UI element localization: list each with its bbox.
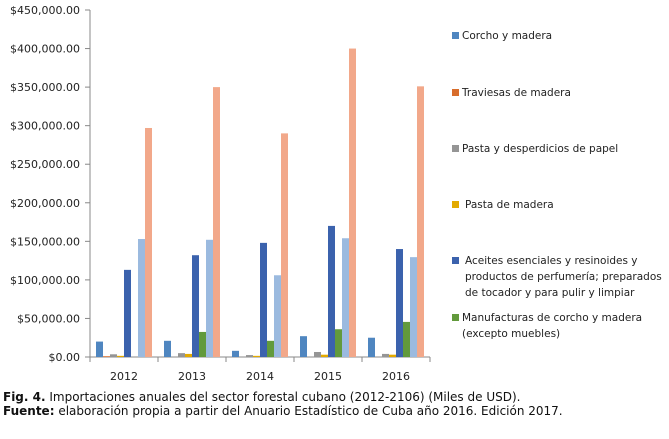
- x-tick-label: 2012: [110, 370, 138, 383]
- bar: [281, 133, 288, 357]
- bar: [300, 336, 307, 357]
- bar: [342, 238, 349, 357]
- legend-label: Aceites esenciales y resinoides y produc…: [465, 255, 662, 299]
- legend-swatch: [452, 145, 459, 152]
- y-tick-label: $150,000.00: [10, 235, 80, 248]
- y-tick-label: $300,000.00: [10, 120, 80, 133]
- legend-swatch: [452, 89, 459, 96]
- figure-caption: Fig. 4. Importaciones anuales del sector…: [3, 390, 663, 418]
- y-tick-label: $0.00: [49, 351, 81, 364]
- bar: [253, 355, 260, 357]
- legend-label: Corcho y madera: [462, 30, 553, 42]
- bar: [267, 340, 274, 357]
- legend-item: Corcho y madera: [452, 28, 552, 44]
- bar: [213, 87, 220, 357]
- bar: [145, 127, 152, 357]
- bar: [274, 275, 281, 357]
- y-tick-label: $250,000.00: [10, 158, 80, 171]
- bar: [246, 355, 253, 357]
- y-tick-label: $200,000.00: [10, 197, 80, 210]
- bar: [138, 239, 145, 357]
- bar: [382, 353, 389, 357]
- bar: [192, 255, 199, 357]
- bar: [260, 242, 267, 357]
- legend-label: Pasta de madera: [465, 199, 554, 211]
- legend-swatch: [452, 257, 459, 264]
- bar: [185, 353, 192, 357]
- x-tick-label: 2013: [178, 370, 206, 383]
- bar: [403, 321, 410, 357]
- fig-label: Fig. 4.: [3, 390, 46, 404]
- bar: [124, 269, 131, 357]
- bar: [199, 331, 206, 357]
- y-tick-label: $100,000.00: [10, 274, 80, 287]
- bar: [164, 340, 171, 357]
- y-tick-label: $50,000.00: [17, 312, 80, 325]
- bar: [117, 355, 124, 357]
- bar-chart: $0.00 $50,000.00 $100,000.00 $150,000.00 $20…: [10, 4, 431, 383]
- legend-label: Manufacturas de corcho y madera (excepto…: [462, 312, 643, 340]
- source-label: Fuente:: [3, 404, 55, 418]
- bar: [349, 48, 356, 358]
- bar: [328, 225, 335, 357]
- bar: [396, 249, 403, 357]
- legend-item: Pasta y desperdicios de papel: [452, 141, 618, 157]
- bar: [321, 354, 328, 357]
- legend-item: Manufacturas de corcho y madera (excepto…: [452, 310, 667, 342]
- bar: [232, 350, 239, 357]
- legend-swatch: [452, 32, 459, 39]
- bar: [368, 337, 375, 357]
- bar: [103, 356, 110, 357]
- legend-swatch: [452, 201, 459, 208]
- legend-item: Traviesas de madera: [452, 85, 571, 101]
- y-tick-label: $400,000.00: [10, 43, 80, 56]
- legend-swatch: [452, 314, 459, 321]
- x-tick-label: 2014: [246, 370, 274, 383]
- bar: [335, 329, 342, 357]
- bar: [389, 354, 396, 357]
- y-tick-label: $450,000.00: [10, 4, 80, 17]
- bar: [178, 353, 185, 357]
- legend-label: Traviesas de madera: [462, 87, 571, 99]
- x-tick-label: 2015: [314, 370, 342, 383]
- bar: [206, 239, 213, 357]
- bar: [410, 257, 417, 357]
- bar: [417, 86, 424, 357]
- fig-text: Importaciones anuales del sector foresta…: [45, 390, 521, 404]
- legend-item: Pasta de madera: [452, 197, 554, 213]
- bar: [314, 351, 321, 357]
- bar: [110, 354, 117, 357]
- source-text: elaboración propia a partir del Anuario …: [54, 404, 563, 418]
- legend-label: Pasta y desperdicios de papel: [462, 143, 619, 155]
- y-tick-label: $350,000.00: [10, 81, 80, 94]
- bar: [96, 341, 103, 357]
- x-tick-label: 2016: [382, 370, 410, 383]
- legend-item: Aceites esenciales y resinoides y produc…: [452, 253, 667, 301]
